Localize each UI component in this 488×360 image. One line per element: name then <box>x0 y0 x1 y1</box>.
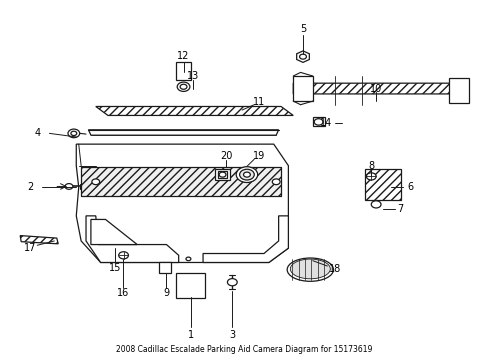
Text: 17: 17 <box>24 243 36 253</box>
Bar <box>159 262 171 273</box>
Text: 19: 19 <box>252 150 264 161</box>
Bar <box>176 273 205 298</box>
Text: 10: 10 <box>369 84 382 94</box>
Polygon shape <box>91 220 137 244</box>
Text: 3: 3 <box>229 330 235 340</box>
Circle shape <box>92 179 100 185</box>
Text: 7: 7 <box>397 204 403 214</box>
Circle shape <box>180 84 186 89</box>
Text: 13: 13 <box>187 71 199 81</box>
Text: 8: 8 <box>367 161 374 171</box>
Circle shape <box>119 252 128 259</box>
Polygon shape <box>81 167 281 196</box>
Circle shape <box>366 173 375 180</box>
Circle shape <box>243 172 250 177</box>
Circle shape <box>227 279 237 286</box>
Polygon shape <box>293 76 312 101</box>
Text: 9: 9 <box>163 288 169 298</box>
Polygon shape <box>448 78 468 103</box>
Circle shape <box>65 184 73 189</box>
Polygon shape <box>203 216 288 262</box>
Text: 11: 11 <box>252 97 264 107</box>
Text: 1: 1 <box>187 330 194 340</box>
Polygon shape <box>296 51 309 62</box>
Circle shape <box>185 257 190 261</box>
Circle shape <box>219 172 225 177</box>
Polygon shape <box>365 169 400 200</box>
Circle shape <box>299 54 306 59</box>
Polygon shape <box>86 216 178 262</box>
Text: 2: 2 <box>27 182 33 192</box>
Polygon shape <box>76 144 288 262</box>
Circle shape <box>71 131 77 135</box>
Bar <box>217 171 227 178</box>
Circle shape <box>272 179 280 185</box>
Circle shape <box>177 82 189 91</box>
Circle shape <box>236 167 257 183</box>
Text: 4: 4 <box>34 129 40 138</box>
Circle shape <box>68 129 80 138</box>
Ellipse shape <box>290 259 330 279</box>
Polygon shape <box>293 83 468 94</box>
Text: 2008 Cadillac Escalade Parking Aid Camera Diagram for 15173619: 2008 Cadillac Escalade Parking Aid Camer… <box>116 345 372 354</box>
Text: 6: 6 <box>407 182 412 192</box>
Text: 18: 18 <box>328 264 340 274</box>
Polygon shape <box>88 130 278 135</box>
Text: 15: 15 <box>109 263 121 273</box>
Ellipse shape <box>286 258 333 281</box>
Text: 20: 20 <box>219 150 232 161</box>
Circle shape <box>370 201 380 208</box>
Text: 5: 5 <box>299 24 305 35</box>
Text: 14: 14 <box>320 118 332 128</box>
Bar <box>176 62 190 80</box>
Text: 16: 16 <box>116 288 128 298</box>
Polygon shape <box>312 117 325 126</box>
Polygon shape <box>96 107 293 116</box>
Bar <box>215 169 229 180</box>
Text: 12: 12 <box>177 51 189 61</box>
Circle shape <box>239 169 254 180</box>
Polygon shape <box>20 235 58 244</box>
Circle shape <box>314 119 323 125</box>
